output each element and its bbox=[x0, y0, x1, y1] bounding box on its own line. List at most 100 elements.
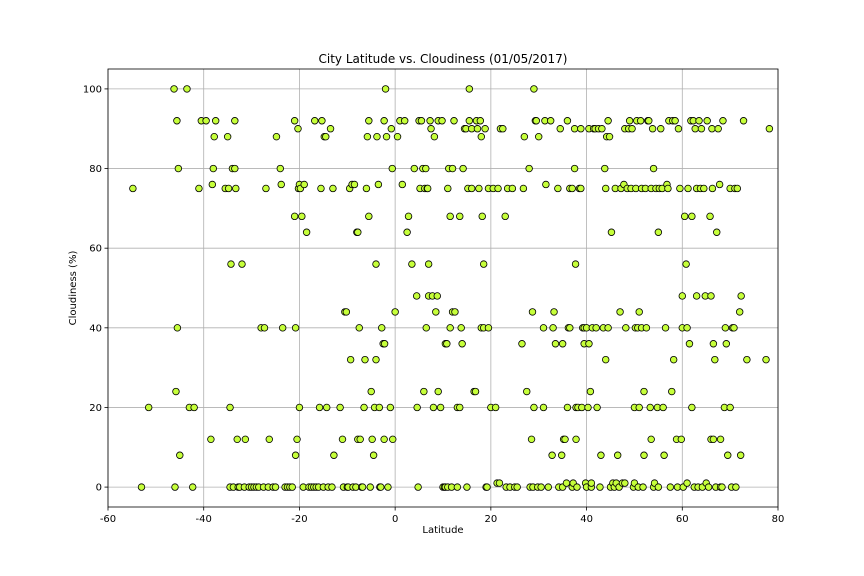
data-point bbox=[170, 85, 178, 93]
data-point bbox=[380, 435, 388, 444]
data-point bbox=[456, 212, 464, 221]
data-point bbox=[350, 180, 359, 189]
data-point bbox=[499, 125, 507, 133]
data-point bbox=[413, 403, 421, 412]
data-point bbox=[384, 483, 392, 491]
data-point bbox=[596, 483, 604, 491]
data-point bbox=[458, 340, 466, 348]
data-point bbox=[326, 125, 335, 133]
data-point bbox=[293, 435, 301, 444]
data-point bbox=[716, 435, 725, 444]
data-point bbox=[557, 451, 566, 459]
data-point bbox=[598, 125, 606, 133]
data-point bbox=[570, 125, 579, 133]
y-tick-label: 0 bbox=[96, 483, 102, 494]
data-point bbox=[706, 212, 714, 221]
plot-frame bbox=[107, 68, 779, 508]
data-point bbox=[393, 132, 402, 141]
data-point bbox=[654, 483, 663, 491]
data-point bbox=[463, 483, 471, 491]
data-point bbox=[231, 164, 239, 173]
data-point bbox=[523, 387, 531, 396]
data-point bbox=[585, 340, 593, 348]
data-point bbox=[456, 403, 464, 412]
data-point bbox=[563, 403, 572, 412]
data-point bbox=[465, 85, 474, 93]
data-point bbox=[478, 212, 486, 221]
data-point bbox=[424, 260, 433, 268]
data-point bbox=[365, 117, 373, 125]
data-point bbox=[527, 435, 536, 444]
data-point bbox=[708, 184, 717, 193]
data-point bbox=[368, 435, 376, 444]
data-point bbox=[657, 125, 665, 133]
data-point bbox=[372, 355, 380, 364]
data-point bbox=[300, 180, 308, 189]
data-point bbox=[367, 387, 375, 396]
data-point bbox=[513, 483, 521, 491]
data-point bbox=[471, 387, 480, 396]
data-point bbox=[711, 355, 719, 364]
data-point bbox=[436, 403, 445, 412]
data-point bbox=[238, 260, 246, 268]
data-point bbox=[473, 125, 482, 133]
data-point bbox=[678, 292, 686, 300]
data-point bbox=[208, 180, 217, 189]
data-point bbox=[491, 403, 500, 412]
x-tick-label: -60 bbox=[100, 514, 116, 525]
data-point bbox=[691, 125, 699, 133]
data-point bbox=[362, 184, 371, 193]
data-point bbox=[172, 387, 180, 396]
data-point bbox=[542, 180, 550, 189]
data-point bbox=[669, 355, 678, 364]
data-point bbox=[422, 324, 430, 332]
data-point bbox=[719, 117, 727, 125]
data-point bbox=[535, 132, 543, 141]
data-point bbox=[714, 125, 722, 133]
data-point bbox=[144, 403, 153, 412]
data-points bbox=[129, 85, 774, 491]
data-point bbox=[739, 117, 748, 125]
data-point bbox=[604, 117, 612, 125]
data-point bbox=[417, 117, 426, 125]
data-point bbox=[554, 184, 562, 193]
data-point bbox=[532, 117, 541, 125]
data-point bbox=[241, 435, 250, 444]
data-point bbox=[271, 483, 280, 491]
x-tick-label: 80 bbox=[772, 514, 785, 525]
data-point bbox=[707, 292, 715, 300]
data-point bbox=[446, 212, 454, 221]
data-point bbox=[291, 451, 300, 459]
data-point bbox=[676, 184, 684, 193]
data-point bbox=[475, 184, 483, 193]
data-point bbox=[448, 164, 457, 173]
data-point bbox=[426, 117, 434, 125]
data-point bbox=[718, 483, 726, 491]
data-point bbox=[477, 132, 485, 141]
data-point bbox=[372, 260, 380, 268]
data-point bbox=[433, 292, 441, 300]
data-point bbox=[715, 180, 724, 189]
x-axis-ticks: -60 -40 -20 0 20 40 60 80 bbox=[100, 507, 785, 525]
data-point bbox=[539, 324, 548, 332]
data-point bbox=[647, 435, 655, 444]
data-point bbox=[709, 340, 718, 348]
y-tick-label: 20 bbox=[89, 403, 102, 414]
data-point bbox=[278, 324, 287, 332]
data-point bbox=[568, 184, 576, 193]
data-point bbox=[671, 117, 679, 125]
data-point bbox=[401, 117, 409, 125]
data-point bbox=[381, 85, 390, 93]
data-point bbox=[659, 403, 667, 412]
data-point bbox=[697, 125, 706, 133]
data-point bbox=[294, 125, 302, 133]
data-point bbox=[570, 164, 579, 173]
data-point bbox=[315, 403, 324, 412]
data-point bbox=[713, 228, 721, 236]
data-point bbox=[654, 228, 663, 236]
data-point bbox=[597, 451, 605, 459]
data-point bbox=[674, 125, 683, 133]
data-point bbox=[432, 308, 440, 316]
data-point bbox=[346, 355, 355, 364]
data-point bbox=[704, 483, 713, 491]
